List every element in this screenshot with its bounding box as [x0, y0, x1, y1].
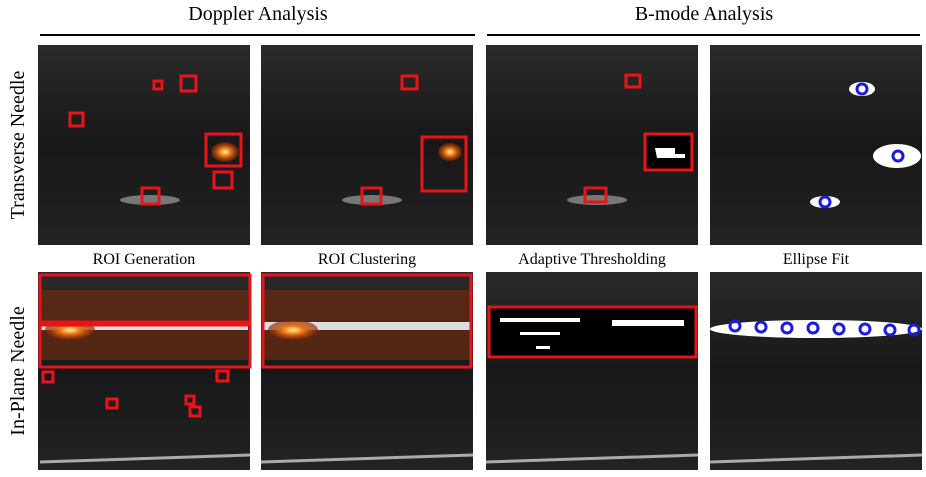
figure: Doppler Analysis B-mode Analysis Transve…	[0, 0, 926, 472]
row-label: Transverse Needle	[7, 71, 29, 220]
column-header: Doppler Analysis	[188, 3, 328, 25]
caption: ROI Clustering	[318, 251, 416, 268]
caption: Ellipse Fit	[783, 251, 850, 268]
caption: Adaptive Thresholding	[518, 251, 666, 268]
image-panel	[38, 272, 250, 470]
image-panel	[710, 272, 922, 470]
row-label: In-Plane Needle	[7, 306, 29, 436]
caption: ROI Generation	[93, 251, 196, 268]
image-panel	[261, 45, 473, 245]
column-header: B-mode Analysis	[635, 3, 774, 25]
image-panel	[486, 45, 698, 245]
image-panel	[486, 272, 698, 470]
image-panel	[38, 45, 250, 245]
image-panel	[710, 45, 922, 245]
image-panel	[261, 272, 473, 470]
